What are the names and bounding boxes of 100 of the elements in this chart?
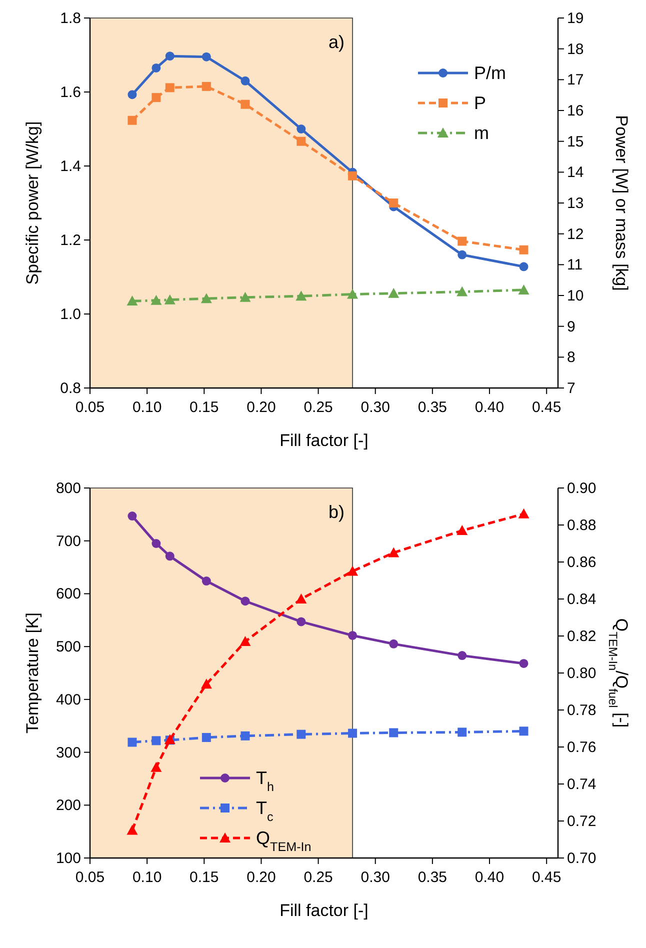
point <box>388 288 400 298</box>
point <box>296 124 306 134</box>
point <box>519 245 528 254</box>
y-tick-label: 0.8 <box>60 380 81 397</box>
x-tick-label: 0.45 <box>532 399 562 416</box>
point <box>165 52 174 61</box>
y2-tick-label: 11 <box>567 256 583 274</box>
x-tick-label: 0.15 <box>190 399 219 416</box>
y-tick-label: 1.8 <box>60 10 81 27</box>
point <box>296 594 307 604</box>
point <box>128 738 137 747</box>
point <box>240 636 251 646</box>
point <box>240 731 250 740</box>
x-tick-label: 0.25 <box>304 869 333 886</box>
point <box>240 76 250 86</box>
point <box>296 290 307 301</box>
point <box>296 617 306 626</box>
point <box>456 286 468 296</box>
point <box>126 824 138 835</box>
y2-tick-label: 12 <box>567 226 584 243</box>
x-tick-label: 0.10 <box>132 869 162 886</box>
y2-tick-label: 10 <box>567 288 584 304</box>
y2-tick-label: 0.76 <box>567 739 596 756</box>
x-tick-label: 0.25 <box>304 399 333 416</box>
y2-tick-label: 15 <box>567 133 584 150</box>
point <box>240 596 250 606</box>
x-tick-label: 0.15 <box>190 869 219 886</box>
annotation: a) <box>328 32 345 52</box>
point <box>240 292 251 302</box>
point <box>165 552 174 561</box>
x-tick-label: 0.40 <box>474 869 504 886</box>
y2-tick-label: 13 <box>567 195 584 212</box>
point <box>200 678 212 689</box>
y-tick-label: 600 <box>56 586 81 603</box>
point <box>152 93 161 102</box>
point <box>152 736 161 746</box>
legend-label: Q$_{TEM-In}$ <box>256 828 312 854</box>
point <box>296 730 306 739</box>
legend-label: T$_{h}$ <box>256 768 274 794</box>
y2-tick-label: 0.82 <box>567 628 596 645</box>
x-tick-label: 0.05 <box>75 399 105 416</box>
point <box>347 566 358 576</box>
legend-label: P/m <box>474 63 506 83</box>
y-axis-title: Temperature [K] <box>23 612 42 734</box>
y2-tick-label: 0.80 <box>567 665 596 682</box>
x-axis-title: Fill factor [-] <box>280 901 368 920</box>
point <box>128 90 137 100</box>
point <box>152 539 161 548</box>
point <box>458 250 467 260</box>
point <box>128 512 137 521</box>
x-tick-label: 0.30 <box>360 399 390 416</box>
point <box>519 658 528 668</box>
point <box>202 82 211 91</box>
x-tick-label: 0.10 <box>132 399 162 416</box>
y2-tick-label: 0.78 <box>567 702 596 719</box>
point <box>202 576 211 586</box>
point <box>348 728 358 738</box>
point <box>347 288 358 299</box>
y2-tick-label: 18 <box>567 40 584 58</box>
legend-label: m <box>474 123 489 143</box>
point <box>128 116 137 125</box>
legend-label: P <box>474 93 486 113</box>
point <box>518 284 530 294</box>
point <box>164 294 176 304</box>
x-axis-title: Fill factor [-] <box>280 431 368 450</box>
point <box>519 262 528 272</box>
x-tick-label: 0.30 <box>360 869 390 886</box>
y2-tick-label: 0.90 <box>567 480 596 497</box>
point <box>519 726 528 736</box>
y2-tick-label: 0.88 <box>567 517 596 534</box>
point <box>202 52 211 62</box>
point <box>518 508 530 518</box>
point <box>240 100 250 109</box>
y-tick-label: 400 <box>56 691 81 708</box>
y2-tick-label: 0.72 <box>567 813 596 830</box>
y-axis-title: Specific power [W/kg] <box>23 121 42 285</box>
x-tick-label: 0.35 <box>418 399 448 416</box>
x-tick-label: 0.45 <box>532 869 562 886</box>
point <box>150 294 162 305</box>
point <box>150 762 162 772</box>
x-tick-label: 0.20 <box>246 869 276 886</box>
y-tick-label: 100 <box>56 850 81 867</box>
y-tick-label: 200 <box>56 797 81 814</box>
annotation: b) <box>328 502 345 522</box>
x-tick-label: 0.35 <box>418 869 448 886</box>
point <box>389 728 398 738</box>
point <box>126 296 138 306</box>
x-tick-label: 0.20 <box>246 399 276 416</box>
y-tick-label: 1.2 <box>60 232 81 249</box>
y-tick-label: 300 <box>56 744 81 762</box>
point <box>202 732 211 742</box>
y2-tick-label: 9 <box>567 318 576 336</box>
y-tick-label: 800 <box>56 480 81 497</box>
point <box>456 525 468 536</box>
y2-axis-title: Power [W] or mass [kg] <box>612 115 631 291</box>
point <box>348 171 358 180</box>
point <box>389 198 398 208</box>
y2-tick-label: 14 <box>567 164 584 182</box>
y-tick-label: 1.6 <box>60 84 81 101</box>
y2-tick-label: 19 <box>567 10 584 27</box>
